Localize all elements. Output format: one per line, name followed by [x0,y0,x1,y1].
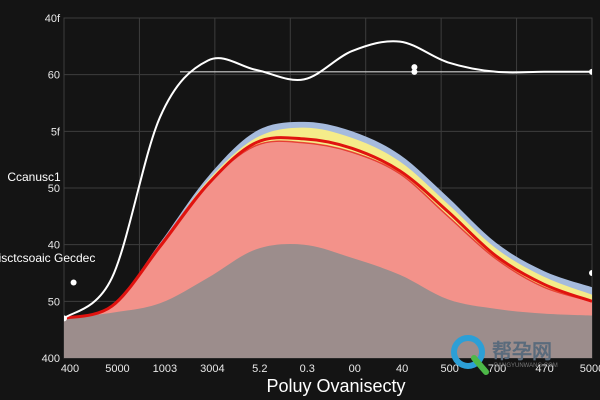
y-tick-label: 50 [48,296,60,308]
x-tick-label: 40 [396,363,408,375]
red-curve-inner [64,140,592,320]
red-curve [64,136,592,320]
x-tick-label: 5.2 [252,363,267,375]
data-point [411,68,418,75]
y-tick-label: 40 [48,240,60,252]
y-axis-label-line-2: Omeisctcsoaic Gecdec [0,251,95,265]
x-tick-label: 500 [440,363,458,375]
watermark-text: 帮孕网 [492,339,552,363]
x-tick-label: 3004 [200,363,224,375]
tick-labels: 400 50 40 50 5f 60 40f 400 5000 1003 3004 5.2 0.3 00 4… [42,13,600,375]
y-tick-label: 60 [48,70,60,82]
x-tick-label: 0.3 [300,363,315,375]
data-point [411,64,418,71]
gray-area [64,244,592,358]
watermark-logo-icon [451,335,485,369]
y-tick-label: 5f [51,126,61,138]
y-tick-label: 40f [45,13,61,25]
y-tick-label: 50 [48,183,60,195]
watermark-subtext: BANGYUNWANG.COM [494,363,558,369]
x-axis-label: Poluy Ovanisecty [266,376,405,396]
y-axis-label-line-1: Ccanusc1 [7,170,61,184]
x-tick-label: 5000 [105,363,129,375]
x-tick-label: 400 [61,363,79,375]
data-point [64,315,67,322]
watermark: 帮孕网 BANGYUNWANG.COM [451,335,558,375]
plot-area [64,40,592,358]
x-tick-label: 700 [488,363,506,375]
white-curve [64,40,592,320]
data-point [589,68,592,75]
x-tick-label: 1003 [153,363,177,375]
data-point [70,279,77,286]
watermark-logo-tail-icon [471,355,489,375]
x-tick-label: 470 [535,363,553,375]
x-tick-label: 00 [349,363,361,375]
data-point [589,270,592,276]
y-tick-label: 400 [42,353,60,365]
x-tick-label: 5000 [580,363,600,375]
